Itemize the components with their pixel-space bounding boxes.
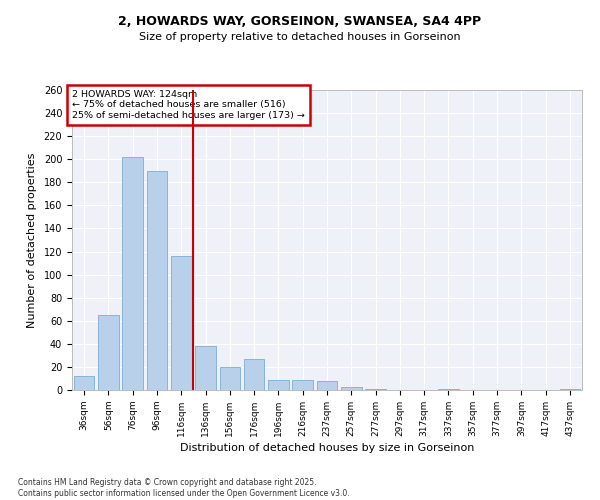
Text: 2, HOWARDS WAY, GORSEINON, SWANSEA, SA4 4PP: 2, HOWARDS WAY, GORSEINON, SWANSEA, SA4 … [118, 15, 482, 28]
Bar [292, 380, 313, 390]
Bar [560, 389, 580, 390]
Bar [195, 346, 216, 390]
Bar [244, 359, 265, 390]
Y-axis label: Number of detached properties: Number of detached properties [27, 152, 37, 328]
Text: Size of property relative to detached houses in Gorseinon: Size of property relative to detached ho… [139, 32, 461, 42]
Bar [438, 389, 459, 390]
Bar [268, 380, 289, 390]
Bar [317, 381, 337, 390]
Bar [98, 315, 119, 390]
Text: 2 HOWARDS WAY: 124sqm
← 75% of detached houses are smaller (516)
25% of semi-det: 2 HOWARDS WAY: 124sqm ← 75% of detached … [72, 90, 305, 120]
Bar [220, 367, 240, 390]
Bar [171, 256, 191, 390]
Bar [341, 386, 362, 390]
Bar [122, 157, 143, 390]
Bar [146, 171, 167, 390]
Bar [74, 376, 94, 390]
X-axis label: Distribution of detached houses by size in Gorseinon: Distribution of detached houses by size … [180, 443, 474, 453]
Text: Contains HM Land Registry data © Crown copyright and database right 2025.
Contai: Contains HM Land Registry data © Crown c… [18, 478, 350, 498]
Bar [365, 389, 386, 390]
